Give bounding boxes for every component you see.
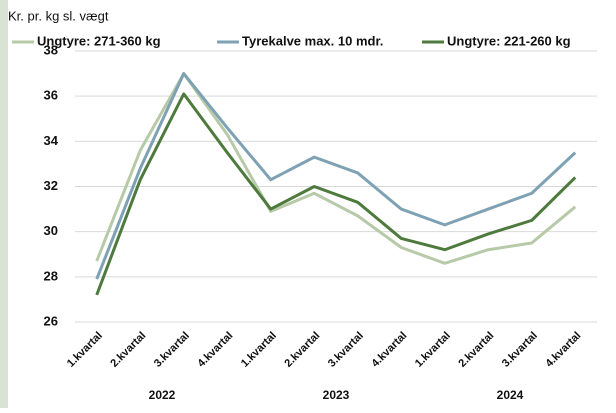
legend-label: Ungtyre: 221-260 kg [447, 33, 571, 48]
x-tick-label: 3.kvartal [500, 330, 540, 370]
x-group-label: 2024 [497, 388, 524, 402]
x-tick-label: 4.kvartal [543, 330, 583, 370]
x-tick-label: 2.kvartal [456, 330, 496, 370]
y-axis-label: Kr. pr. kg sl. vægt [8, 8, 109, 23]
legend-label: Ungtyre: 271-360 kg [37, 33, 161, 48]
x-tick-label: 4.kvartal [369, 330, 409, 370]
x-tick-label: 1.kvartal [413, 330, 453, 370]
legend-label: Tyrekalve max. 10 mdr. [242, 33, 383, 48]
side-strip [0, 0, 8, 408]
series-line [95, 72, 577, 280]
x-tick-label: 1.kvartal [239, 330, 279, 370]
x-group-label: 2023 [323, 388, 350, 402]
x-tick-label: 3.kvartal [152, 330, 192, 370]
y-tick-label: 28 [44, 268, 58, 283]
y-tick-label: 26 [44, 313, 58, 328]
y-tick-label: 38 [44, 42, 58, 57]
y-tick-label: 36 [44, 88, 58, 103]
x-tick-label: 3.kvartal [326, 330, 366, 370]
series-line [95, 72, 577, 265]
x-tick-label: 2.kvartal [282, 330, 322, 370]
x-tick-label: 4.kvartal [195, 330, 235, 370]
x-tick-label: 2.kvartal [108, 330, 148, 370]
y-tick-label: 30 [44, 223, 58, 238]
y-tick-label: 32 [44, 178, 58, 193]
x-group-label: 2022 [149, 388, 176, 402]
x-tick-label: 1.kvartal [65, 330, 105, 370]
y-tick-label: 34 [44, 133, 59, 148]
series-line [95, 92, 577, 296]
